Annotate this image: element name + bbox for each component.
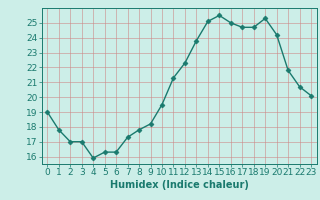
X-axis label: Humidex (Indice chaleur): Humidex (Indice chaleur): [110, 180, 249, 190]
